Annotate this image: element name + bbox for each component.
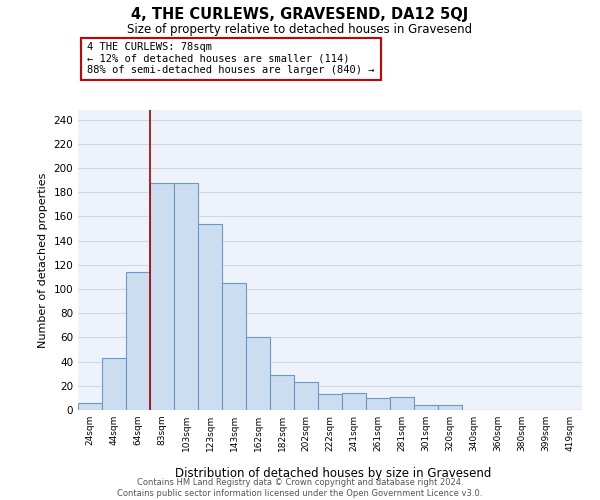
Bar (390, 396, 414, 410)
Text: Contains HM Land Registry data © Crown copyright and database right 2024.
Contai: Contains HM Land Registry data © Crown c… (118, 478, 482, 498)
Bar (102, 358, 126, 410)
Bar (342, 393, 366, 410)
Bar (198, 224, 222, 410)
Bar (246, 338, 270, 410)
Bar (174, 182, 198, 410)
Bar (150, 182, 174, 410)
Bar (222, 283, 246, 410)
Text: Distribution of detached houses by size in Gravesend: Distribution of detached houses by size … (175, 467, 491, 480)
Bar (270, 375, 294, 410)
Text: 4, THE CURLEWS, GRAVESEND, DA12 5QJ: 4, THE CURLEWS, GRAVESEND, DA12 5QJ (131, 8, 469, 22)
Bar (438, 405, 462, 410)
Bar (318, 394, 342, 410)
Y-axis label: Number of detached properties: Number of detached properties (38, 172, 48, 348)
Bar (294, 382, 318, 410)
Text: 4 THE CURLEWS: 78sqm
← 12% of detached houses are smaller (114)
88% of semi-deta: 4 THE CURLEWS: 78sqm ← 12% of detached h… (87, 42, 374, 76)
Text: Size of property relative to detached houses in Gravesend: Size of property relative to detached ho… (127, 22, 473, 36)
Bar (78, 402, 102, 410)
Bar (366, 398, 390, 410)
Bar (414, 405, 438, 410)
Bar (126, 272, 150, 410)
